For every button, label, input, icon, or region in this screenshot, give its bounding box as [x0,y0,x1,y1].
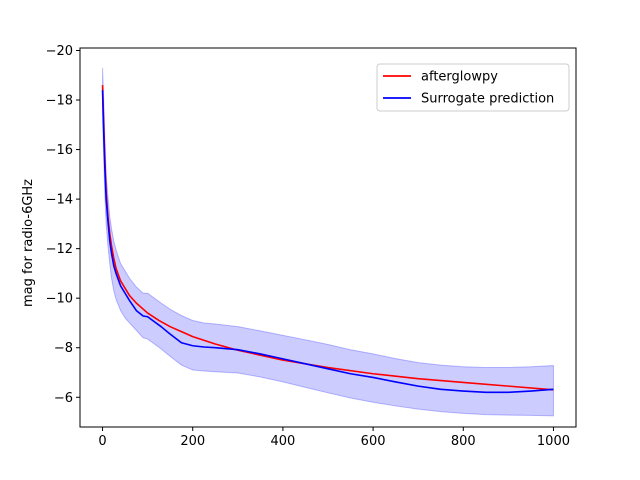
x-tick-label: 1000 [537,434,570,449]
y-tick-label: −14 [46,193,73,208]
x-tick-label: 800 [451,434,476,449]
y-tick-label: −6 [54,391,73,406]
x-tick-label: 0 [98,434,106,449]
axes: 0 200 400 600 800 1000 −6 −8 −10 −12 −14 −16 −18 −20 [46,44,577,449]
plot-inner [101,67,554,417]
legend: afterglowpy Surrogate prediction [376,63,570,112]
y-axis-label: mag for radio-6GHz [21,179,36,307]
legend-entry-label: afterglowpy [421,70,498,85]
x-tick-label: 200 [180,434,205,449]
plot-area [101,67,554,417]
y-tick-label: −10 [46,292,73,307]
confidence-band [102,67,554,417]
y-tick-label: −16 [46,143,73,158]
x-tick-label: 400 [270,434,295,449]
x-tick-label: 600 [361,434,386,449]
axes-frame [79,47,577,428]
y-tick-label: −12 [46,242,73,257]
y-tick-label: −20 [46,44,73,59]
y-tick-label: −18 [46,94,73,109]
legend-box [376,63,570,112]
legend-entry-label: Surrogate prediction [421,92,554,107]
series-line-surrogate-prediction [101,90,554,394]
y-tick-label: −8 [54,341,73,356]
